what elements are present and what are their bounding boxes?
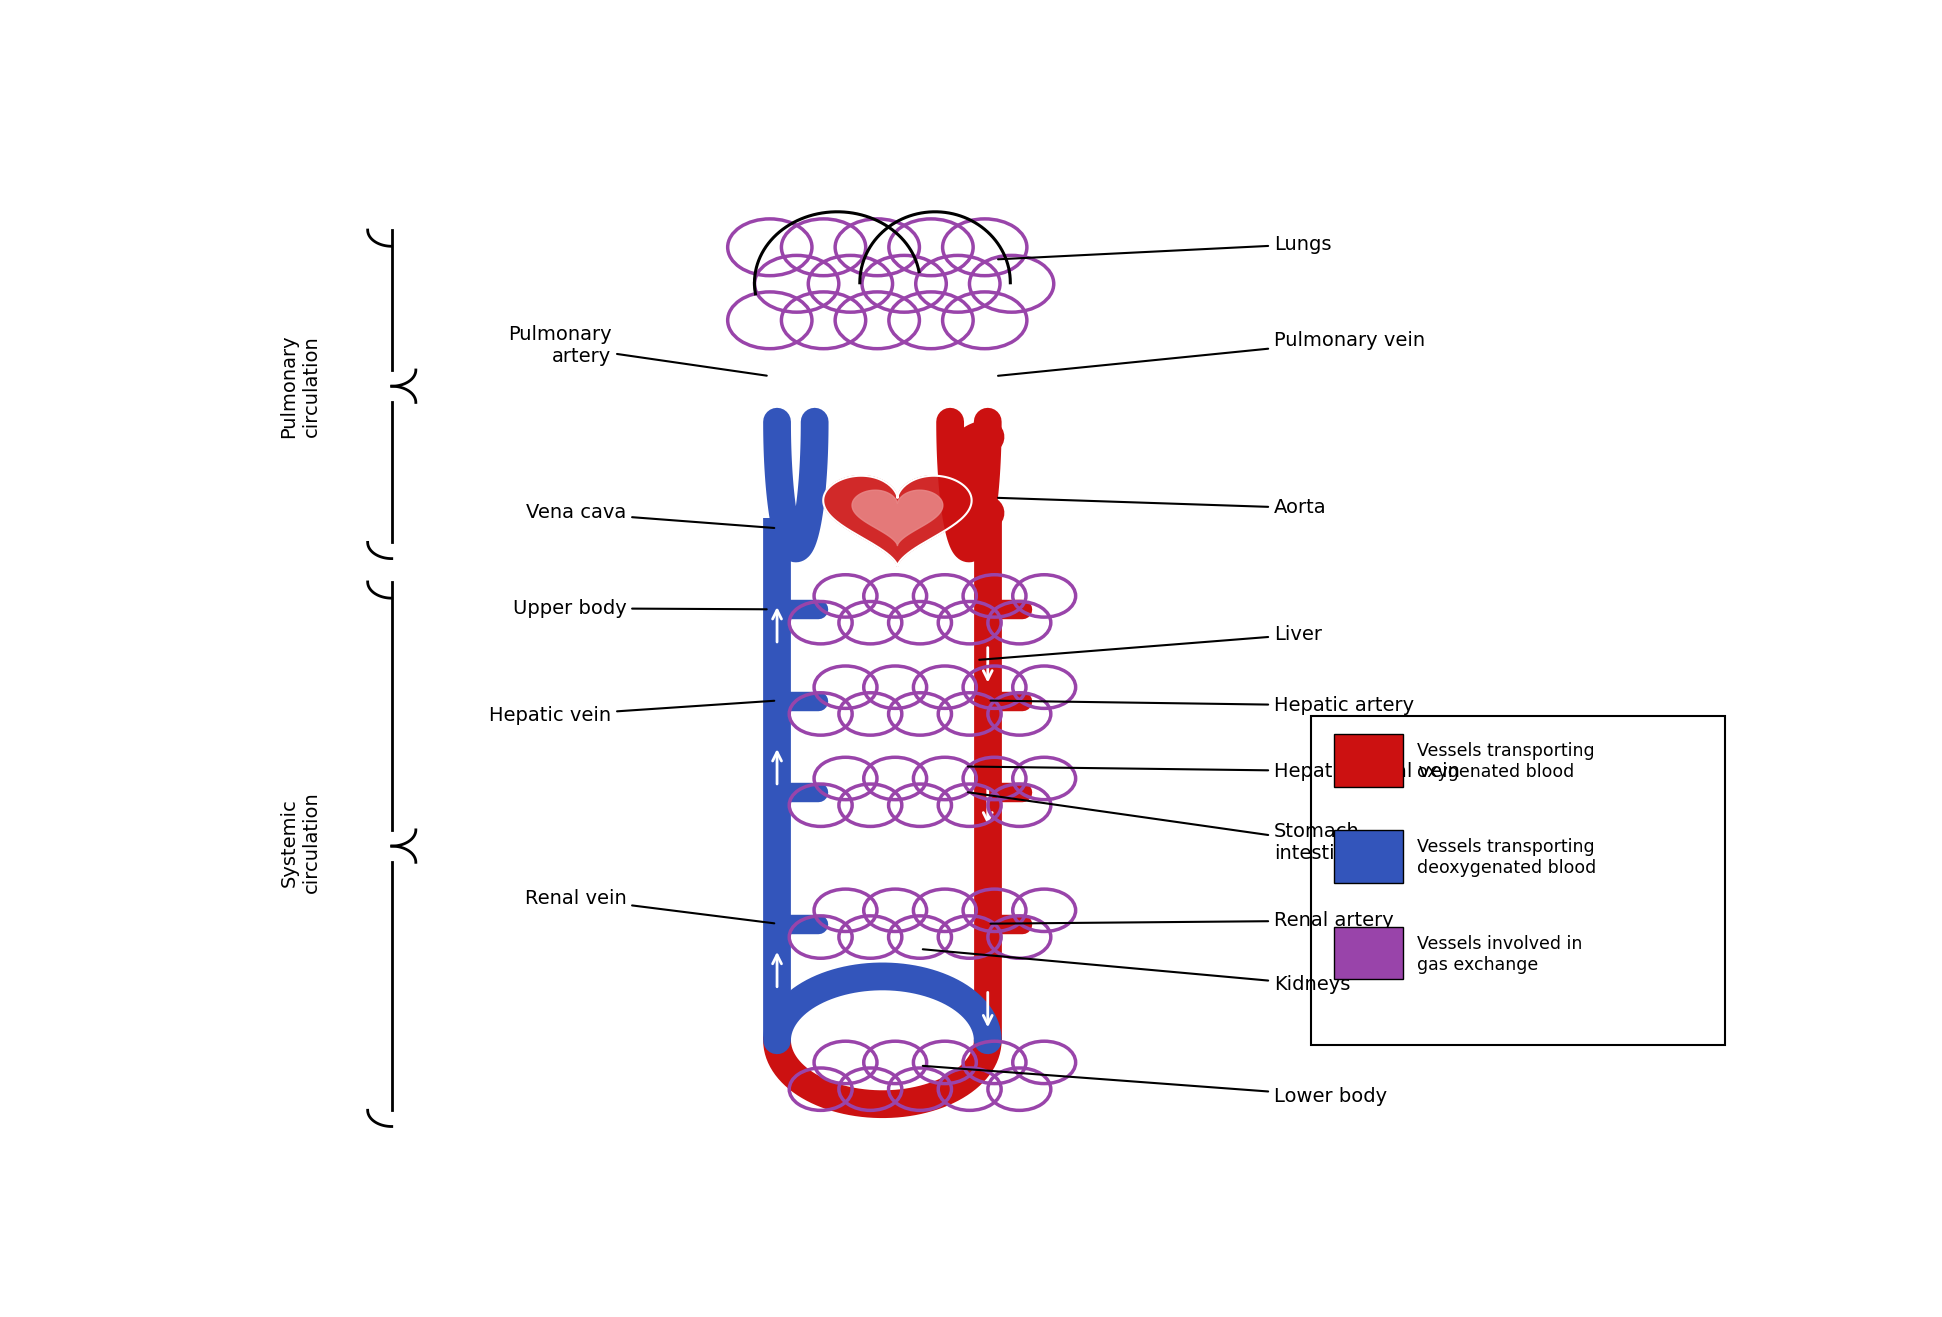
- Text: Vena cava: Vena cava: [526, 503, 775, 528]
- FancyBboxPatch shape: [1334, 927, 1404, 980]
- Text: Renal vein: Renal vein: [524, 889, 775, 923]
- Polygon shape: [853, 490, 942, 545]
- Text: Lower body: Lower body: [922, 1065, 1387, 1105]
- Polygon shape: [823, 475, 971, 566]
- Text: Pulmonary vein: Pulmonary vein: [998, 331, 1425, 375]
- Text: Renal artery: Renal artery: [990, 911, 1394, 930]
- Text: Stomach,
intestines: Stomach, intestines: [967, 793, 1369, 863]
- Text: Vessels involved in
gas exchange: Vessels involved in gas exchange: [1418, 935, 1583, 973]
- Text: Kidneys: Kidneys: [922, 950, 1350, 994]
- FancyBboxPatch shape: [1334, 831, 1404, 884]
- Text: Pulmonary
artery: Pulmonary artery: [509, 325, 767, 375]
- FancyBboxPatch shape: [1334, 734, 1404, 786]
- Text: Pulmonary
circulation: Pulmonary circulation: [280, 335, 320, 439]
- Text: Hepatic artery: Hepatic artery: [990, 697, 1414, 715]
- Text: Aorta: Aorta: [998, 498, 1326, 518]
- Text: Liver: Liver: [979, 626, 1323, 660]
- Text: Vessels transporting
deoxygenated blood: Vessels transporting deoxygenated blood: [1418, 839, 1596, 877]
- Text: Lungs: Lungs: [998, 234, 1330, 259]
- Text: Vessels transporting
oxygenated blood: Vessels transporting oxygenated blood: [1418, 741, 1594, 781]
- Text: Systemic
circulation: Systemic circulation: [280, 792, 320, 893]
- FancyBboxPatch shape: [1311, 716, 1724, 1046]
- Text: Upper body: Upper body: [513, 599, 767, 618]
- Text: Hepatic portal vein: Hepatic portal vein: [967, 763, 1460, 781]
- Text: Hepatic vein: Hepatic vein: [489, 701, 775, 726]
